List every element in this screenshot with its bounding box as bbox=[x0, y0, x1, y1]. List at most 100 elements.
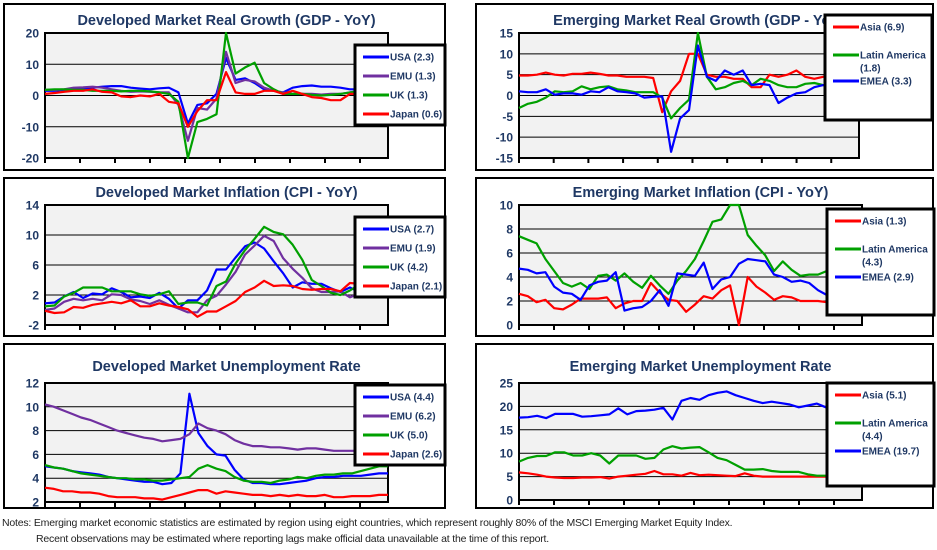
chart-em-gdp: Emerging Market Real Growth (GDP - YoY) -… bbox=[496, 13, 934, 166]
legend-label: EMEA (2.9) bbox=[862, 273, 914, 284]
series-line-latin-america bbox=[518, 203, 863, 295]
notes-line-1: Notes: Emerging market economic statisti… bbox=[2, 517, 733, 529]
series-line-uk bbox=[44, 463, 388, 485]
chart-panel-em-gdp: Emerging Market Real Growth (GDP - YoY) -… bbox=[475, 3, 934, 171]
chart-title: Emerging Market Unemployment Rate bbox=[570, 359, 832, 375]
series-line-asia bbox=[518, 469, 862, 480]
y-tick-label: 8 bbox=[32, 424, 39, 438]
series-line-asia bbox=[518, 275, 863, 327]
y-tick-label: 6 bbox=[506, 247, 513, 261]
y-tick-label: 10 bbox=[500, 47, 514, 61]
legend-box bbox=[823, 13, 934, 122]
chart-panel-em-cpi: Emerging Market Inflation (CPI - YoY) 0 2 4… bbox=[475, 177, 936, 337]
series-line-japan bbox=[44, 279, 388, 318]
y-tick-label: 0 bbox=[506, 494, 513, 508]
y-tick-label: 6 bbox=[32, 448, 39, 462]
y-tick-label: 0 bbox=[32, 89, 39, 103]
chart-em-unemp: Emerging Market Unemployment Rate 0 5 10 15 2… bbox=[500, 359, 936, 508]
series-line-emea bbox=[518, 390, 862, 421]
legend-label: EMU (1.3) bbox=[390, 72, 436, 83]
chart-panel-dm-cpi: Developed Market Inflation (CPI - YoY) -2… bbox=[3, 177, 447, 337]
legend-label: Japan (2.6) bbox=[390, 450, 442, 461]
y-tick-label: -15 bbox=[496, 152, 514, 166]
y-tick-label: 0 bbox=[506, 89, 513, 103]
legend-label: Asia (5.1) bbox=[862, 391, 906, 402]
chart-legend: Asia (5.1) Latin America (4.4) EMEA (19.7) bbox=[825, 381, 936, 488]
y-tick-label: 4 bbox=[32, 472, 39, 486]
chart-title: Developed Market Unemployment Rate bbox=[92, 359, 360, 375]
chart-title: Emerging Market Real Growth (GDP - YoY) bbox=[553, 13, 845, 29]
y-tick-label: 4 bbox=[506, 271, 513, 285]
y-tick-label: -5 bbox=[502, 110, 513, 124]
chart-panel-em-unemp: Emerging Market Unemployment Rate 0 5 10 15 2… bbox=[475, 343, 936, 509]
notes-line-2: Recent observations may be estimated whe… bbox=[36, 533, 549, 545]
chart-panel-dm-gdp: Developed Market Real Growth (GDP - YoY)… bbox=[3, 3, 447, 171]
y-tick-label: 10 bbox=[500, 447, 514, 461]
series-line-asia bbox=[519, 52, 860, 114]
series-line-japan bbox=[44, 70, 388, 128]
legend-label: EMU (1.9) bbox=[390, 244, 436, 255]
chart-legend: Asia (1.3) Latin America (4.3) EMEA (2.9) bbox=[825, 207, 936, 317]
legend-label: Japan (2.1) bbox=[390, 282, 442, 293]
chart-legend: Asia (6.9) Latin America (1.8) EMEA (3.3) bbox=[823, 13, 934, 122]
legend-value: (1.8) bbox=[860, 64, 881, 75]
legend-label: UK (4.2) bbox=[390, 263, 428, 274]
chart-title: Developed Market Inflation (CPI - YoY) bbox=[95, 185, 357, 201]
footnotes: Notes: Emerging market economic statisti… bbox=[2, 515, 733, 547]
y-tick-label: 15 bbox=[500, 423, 514, 437]
chart-legend: USA (4.4) EMU (6.2) UK (5.0) Japan (2.6) bbox=[353, 383, 447, 467]
y-tick-label: -10 bbox=[22, 120, 40, 134]
y-tick-label: 20 bbox=[500, 400, 514, 414]
y-tick-label: 5 bbox=[506, 68, 513, 82]
chart-panel-dm-unemp: Developed Market Unemployment Rate 2 4 6 8 10… bbox=[3, 343, 447, 510]
series-line-uk bbox=[44, 225, 388, 308]
y-tick-label: 15 bbox=[500, 27, 514, 41]
y-tick-label: 2 bbox=[32, 496, 39, 510]
legend-label: USA (2.3) bbox=[390, 53, 434, 64]
y-tick-label: 2 bbox=[506, 295, 513, 309]
legend-value: (4.4) bbox=[862, 432, 883, 443]
y-tick-label: 6 bbox=[32, 259, 39, 273]
y-tick-label: 25 bbox=[500, 377, 514, 391]
y-tick-label: 10 bbox=[500, 199, 514, 213]
y-tick-label: -2 bbox=[28, 319, 39, 333]
legend-label: USA (2.7) bbox=[390, 225, 434, 236]
legend-label: USA (4.4) bbox=[390, 393, 434, 404]
legend-label: Latin America bbox=[862, 245, 928, 256]
series-line-emea bbox=[518, 44, 859, 153]
y-tick-label: 10 bbox=[26, 229, 40, 243]
chart-dm-gdp: Developed Market Real Growth (GDP - YoY)… bbox=[22, 13, 447, 166]
series-line-latin-america bbox=[518, 445, 863, 481]
chart-legend: USA (2.7) EMU (1.9) UK (4.2) Japan (2.1) bbox=[353, 215, 447, 299]
y-tick-label: 12 bbox=[26, 377, 40, 391]
y-tick-label: -10 bbox=[496, 131, 514, 145]
legend-label: EMU (6.2) bbox=[390, 412, 436, 423]
legend-label: EMEA (19.7) bbox=[862, 447, 919, 458]
series-line-japan bbox=[44, 486, 388, 501]
y-tick-label: 20 bbox=[26, 27, 40, 41]
legend-label: Latin America bbox=[860, 51, 926, 62]
chart-title: Developed Market Real Growth (GDP - YoY) bbox=[77, 13, 375, 29]
plot-area bbox=[45, 383, 388, 502]
y-tick-label: -20 bbox=[22, 152, 40, 166]
chart-legend: USA (2.3) EMU (1.3) UK (1.3) Japan (0.6) bbox=[353, 43, 447, 127]
y-tick-label: 8 bbox=[506, 223, 513, 237]
series-line-emea bbox=[518, 257, 862, 312]
y-tick-label: 10 bbox=[26, 400, 40, 414]
legend-label: Asia (6.9) bbox=[860, 23, 904, 34]
legend-value: (4.3) bbox=[862, 258, 883, 269]
legend-label: EMEA (3.3) bbox=[860, 77, 912, 88]
legend-label: Japan (0.6) bbox=[390, 110, 442, 121]
legend-label: Asia (1.3) bbox=[862, 217, 906, 228]
y-tick-label: 5 bbox=[506, 470, 513, 484]
chart-title: Emerging Market Inflation (CPI - YoY) bbox=[573, 185, 829, 201]
y-tick-label: 10 bbox=[26, 58, 40, 72]
legend-box bbox=[825, 381, 936, 488]
chart-em-cpi: Emerging Market Inflation (CPI - YoY) 0 2 4… bbox=[500, 185, 936, 333]
y-tick-label: 14 bbox=[26, 199, 40, 213]
legend-label: UK (5.0) bbox=[390, 431, 428, 442]
series-line-latin-america bbox=[518, 31, 860, 120]
y-tick-label: 0 bbox=[506, 319, 513, 333]
legend-box bbox=[825, 207, 936, 317]
chart-dm-unemp: Developed Market Unemployment Rate 2 4 6 8 10… bbox=[26, 359, 447, 510]
